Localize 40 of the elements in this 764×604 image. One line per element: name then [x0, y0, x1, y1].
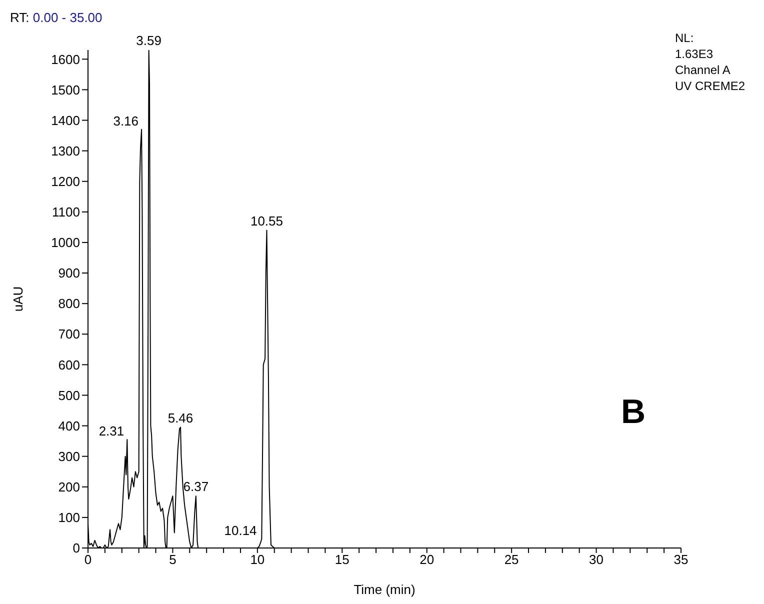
y-tick-label: 700: [58, 326, 80, 342]
x-axis-title: Time (min): [354, 582, 416, 597]
annotation: 6.37: [183, 479, 209, 494]
y-tick-label: 600: [58, 357, 80, 372]
annotation: 1.63E3: [675, 46, 714, 62]
x-tick-label: 10: [250, 552, 265, 568]
x-tick-label: 25: [504, 552, 519, 568]
y-axis-title: uAU: [10, 286, 26, 312]
annotation: UV CREME2: [675, 78, 746, 94]
y-tick-label: 900: [58, 266, 80, 281]
y-tick-label: 200: [58, 480, 80, 495]
x-tick-label: 0: [84, 552, 92, 568]
annotation: 2.31: [98, 424, 124, 439]
annotation: 10.14: [224, 522, 257, 538]
chart-title: RT: 0.00 - 35.00: [10, 10, 102, 25]
annotation: 5.46: [168, 410, 194, 426]
annotation: B: [621, 393, 646, 432]
y-tick-label: 1000: [51, 235, 80, 250]
annotation: 3.59: [136, 33, 162, 48]
y-tick-label: 1200: [51, 174, 80, 189]
x-tick-label: 20: [420, 552, 434, 568]
y-tick-label: 1600: [51, 52, 80, 67]
annotation: 3.16: [113, 113, 139, 128]
x-tick-label: 5: [169, 552, 176, 568]
y-tick-label: 100: [58, 510, 80, 526]
y-tick-label: 1400: [51, 112, 80, 128]
y-tick-label: 1500: [51, 82, 80, 98]
y-tick-label: 0: [72, 540, 80, 556]
y-tick-label: 800: [58, 296, 80, 312]
y-tick-label: 300: [58, 448, 80, 464]
annotation: 10.55: [250, 213, 284, 228]
x-tick-label: 15: [334, 552, 350, 568]
text: NL:: [675, 30, 695, 46]
y-tick-label: 400: [58, 418, 80, 434]
x-tick-label: 35: [674, 552, 688, 568]
x-tick-label: 30: [589, 552, 604, 568]
y-tick-label: 1100: [52, 204, 80, 220]
annotation: Channel A: [675, 62, 732, 78]
y-tick-label: 500: [58, 388, 80, 403]
y-tick-label: 1300: [51, 143, 80, 158]
